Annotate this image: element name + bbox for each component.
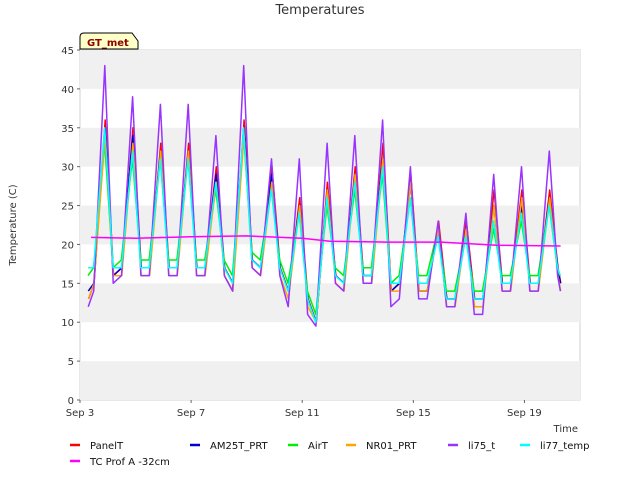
- legend-label: li77_temp: [540, 441, 589, 452]
- legend-label: NR01_PRT: [366, 441, 417, 452]
- grid-band: [80, 127, 580, 167]
- chart-title: Temperatures: [274, 3, 364, 18]
- y-tick-label: 40: [61, 85, 74, 96]
- x-tick-label: Sep 3: [66, 408, 94, 419]
- legend-item-panelt: PanelT: [70, 441, 124, 452]
- legend-item-tc-prof-a-32cm: TC Prof A -32cm: [70, 457, 170, 468]
- y-tick-label: 45: [61, 46, 74, 57]
- x-tick-label: Sep 7: [177, 408, 205, 419]
- y-tick-label: 20: [61, 240, 74, 251]
- legend-item-nr01-prt: NR01_PRT: [346, 441, 417, 452]
- legend-item-li77-temp: li77_temp: [520, 441, 589, 452]
- y-tick-label: 15: [61, 279, 74, 290]
- series-line-tc-prof-a-32cm: [91, 235, 561, 247]
- gt-met-badge: GT_met: [79, 32, 139, 50]
- series-lines: [87, 64, 562, 327]
- legend-label: AM25T_PRT: [210, 441, 269, 452]
- x-tick-label: Sep 11: [285, 408, 320, 419]
- legend-label: AirT: [308, 441, 329, 452]
- legend-item-am25t-prt: AM25T_PRT: [190, 441, 269, 452]
- legend-label: PanelT: [90, 441, 124, 452]
- y-tick-label: 5: [68, 357, 74, 368]
- y-tick-label: 25: [61, 202, 74, 213]
- badge-label: GT_met: [87, 38, 129, 49]
- y-axis-label: Temperature (C): [8, 184, 19, 266]
- y-tick-label: 0: [68, 396, 74, 407]
- legend-item-airt: AirT: [288, 441, 329, 452]
- legend-label: li75_t: [468, 441, 495, 452]
- x-tick-label: Sep 15: [396, 408, 431, 419]
- legend-item-li75-t: li75_t: [448, 441, 495, 452]
- grid-band: [80, 50, 580, 89]
- y-tick-label: 30: [61, 163, 74, 174]
- y-tick-label: 35: [61, 124, 74, 135]
- x-tick-label: Sep 19: [507, 408, 542, 419]
- legend: PanelT AM25T_PRT AirT NR01_PRT li75_t li77_te…: [70, 441, 589, 468]
- legend-label: TC Prof A -32cm: [89, 457, 170, 468]
- y-axis-ticks: 0 5 10 15 20 25 30 35 40 45: [61, 46, 80, 407]
- grid-band: [80, 283, 580, 323]
- x-axis-ticks: Sep 3 Sep 7 Sep 11 Sep 15 Sep 19: [66, 400, 542, 419]
- grid-band: [80, 361, 580, 400]
- series-line-li77-temp: [88, 127, 562, 323]
- y-tick-label: 10: [61, 318, 74, 329]
- x-axis-label: Time: [553, 424, 578, 435]
